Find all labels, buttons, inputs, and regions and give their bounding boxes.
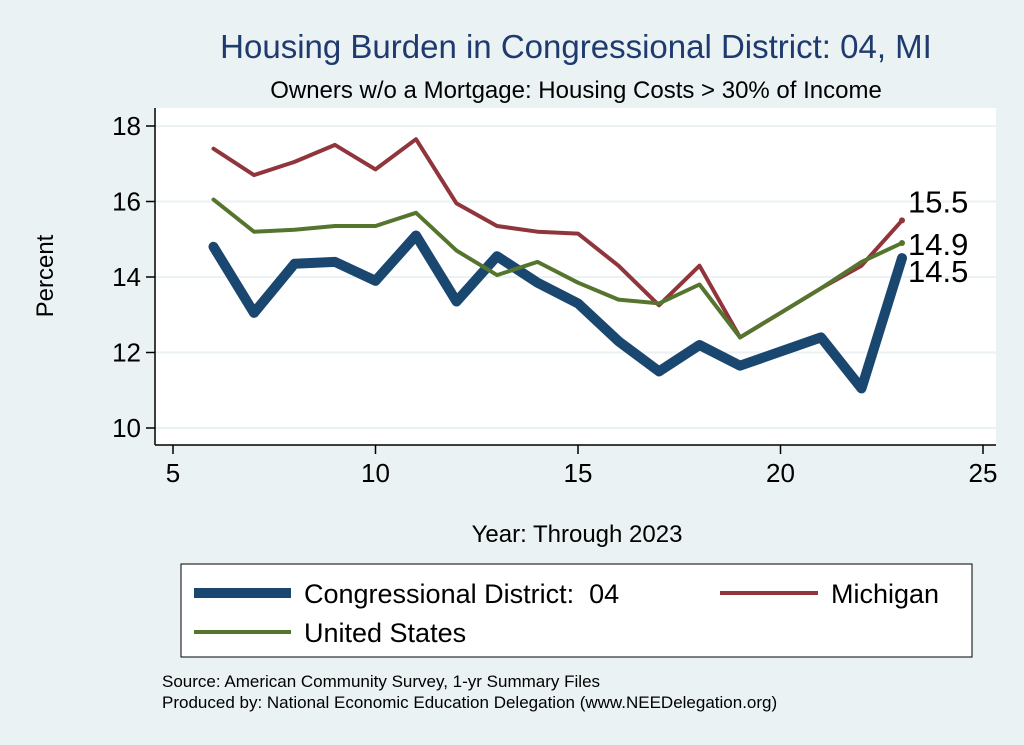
end-value-label: 14.5 — [908, 254, 968, 289]
end-point — [899, 217, 905, 224]
chart-subtitle: Owners w/o a Mortgage: Housing Costs > 3… — [270, 77, 882, 104]
end-point — [899, 255, 905, 262]
series-lines — [208, 137, 907, 394]
y-tick-label: 10 — [112, 413, 141, 443]
end-point — [899, 240, 905, 247]
end-value-label: 15.5 — [908, 184, 968, 219]
end-value-label: 14.9 — [908, 227, 968, 262]
source-note: Source: American Community Survey, 1-yr … — [162, 672, 600, 691]
legend-box — [180, 563, 973, 658]
x-tick-label: 20 — [766, 458, 795, 488]
y-tick-label: 12 — [112, 338, 141, 368]
x-tick-label: 5 — [166, 458, 180, 488]
y-axis-label: Percent — [32, 234, 59, 317]
end-labels: 14.5 15.5 14.9 — [899, 184, 968, 289]
legend-label-united-states: United States — [304, 618, 466, 648]
legend-label-district: Congressional District: 04 — [304, 579, 619, 609]
x-tick-label: 10 — [361, 458, 390, 488]
x-tick-label: 25 — [969, 458, 998, 488]
y-tick-label: 14 — [112, 262, 141, 292]
gridlines — [155, 125, 996, 429]
chart-title: Housing Burden in Congressional District… — [220, 28, 932, 65]
series-line-united-states — [211, 197, 904, 340]
series-line-district — [208, 230, 907, 394]
produced-by-note: Produced by: National Economic Education… — [162, 693, 777, 712]
legend: Congressional District: 04 Michigan Unit… — [180, 563, 973, 658]
y-tick-label: 18 — [112, 111, 141, 141]
x-axis-label: Year: Through 2023 — [472, 521, 683, 548]
x-tick-label: 15 — [564, 458, 593, 488]
legend-label-michigan: Michigan — [831, 579, 939, 609]
axes: 10 12 14 16 18 5 10 15 20 25 — [112, 108, 997, 488]
y-tick-label: 16 — [112, 187, 141, 217]
